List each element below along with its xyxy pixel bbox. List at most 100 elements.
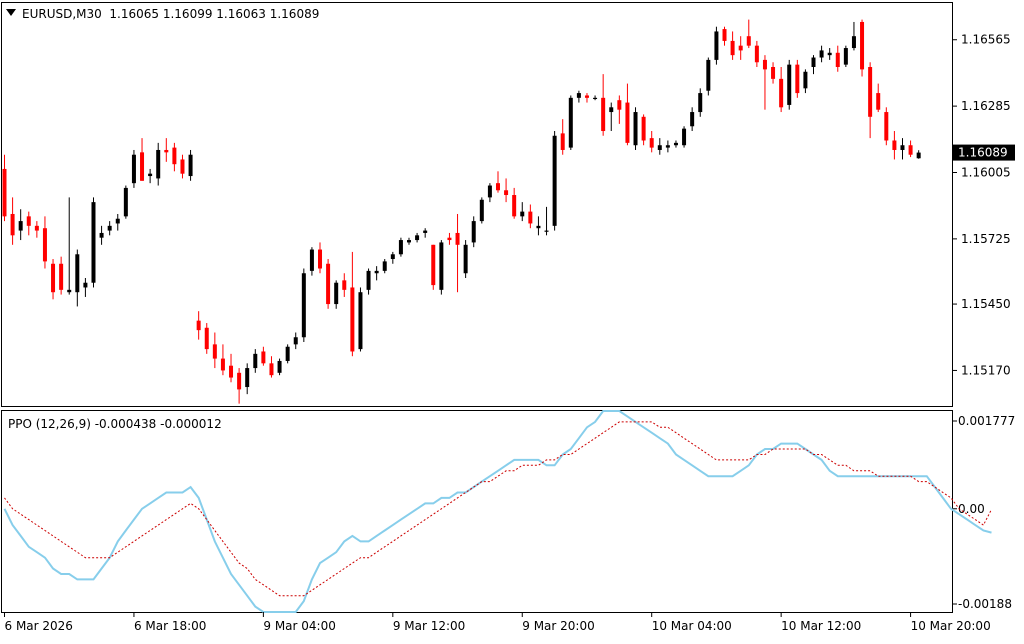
time-tick-label: 10 Mar 12:00	[781, 619, 861, 633]
candle-bull	[487, 185, 492, 198]
candle-bear	[350, 287, 355, 352]
candle-bear	[504, 190, 509, 196]
candle-bear	[762, 59, 767, 70]
candle-bull	[293, 337, 298, 345]
candle-bull	[787, 64, 792, 105]
candle-bull	[107, 225, 112, 231]
candle-bull	[245, 368, 250, 388]
candle-bull	[423, 230, 428, 233]
candle-bull	[827, 52, 832, 56]
indicator-plot-frame[interactable]	[1, 410, 953, 613]
price-tick-label: 1.15170	[961, 363, 1011, 377]
candle-bull	[714, 31, 719, 60]
price-tick-label: 1.16565	[961, 33, 1011, 47]
candle-bear	[512, 195, 517, 217]
candle-bull	[682, 128, 687, 146]
candle-bull	[83, 282, 88, 288]
candle-bear	[884, 112, 889, 141]
candle-bull	[75, 254, 80, 293]
candle-bull	[334, 282, 339, 305]
candle-bear	[10, 213, 15, 236]
candle-bull	[916, 152, 921, 159]
candle-bull	[673, 142, 678, 146]
candle-bull	[382, 261, 387, 271]
candle-bull	[115, 218, 120, 224]
price-tick-label: 1.15450	[961, 297, 1011, 311]
time-tick-label: 10 Mar 20:00	[911, 619, 991, 633]
indicator-lines	[3, 410, 992, 613]
candle-bull	[811, 57, 816, 68]
time-tick-label: 9 Mar 12:00	[393, 619, 466, 633]
indicator-title: PPO (12,26,9) -0.000438 -0.000012	[8, 417, 222, 431]
candle-bear	[342, 280, 347, 290]
indicator-tick-label: -0.00188	[958, 597, 1012, 611]
candle-bear	[892, 140, 897, 150]
candle-bull	[366, 270, 371, 290]
time-tick-label: 9 Mar 20:00	[522, 619, 595, 633]
candle-bear	[795, 64, 800, 94]
candle-bull	[698, 93, 703, 113]
candle-bull	[851, 36, 856, 49]
main-chart-title: EURUSD,M30 1.16065 1.16099 1.16063 1.160…	[22, 7, 319, 21]
candle-bear	[431, 244, 436, 286]
candle-bear	[204, 327, 209, 350]
candle-bull	[309, 249, 314, 271]
dropdown-triangle-icon[interactable]	[6, 9, 16, 16]
candle-bear	[140, 152, 145, 181]
candle-bear	[261, 351, 266, 364]
candle-bear	[779, 78, 784, 108]
candle-bear	[584, 95, 589, 98]
time-tick-label: 9 Mar 04:00	[263, 619, 336, 633]
main-plot-frame[interactable]	[1, 2, 953, 407]
candle-bear	[738, 45, 743, 51]
candle-bull	[593, 97, 598, 100]
indicator-tick-label: 0.00	[958, 502, 985, 516]
candle-bull	[536, 225, 541, 229]
candle-bull	[552, 135, 557, 226]
candle-bull	[301, 273, 306, 338]
candle-bull	[463, 244, 468, 274]
candle-bull	[188, 154, 193, 177]
candle-bear	[560, 133, 565, 150]
candle-bear	[269, 363, 274, 376]
candle-bull	[576, 93, 581, 98]
candle-bull	[520, 211, 525, 217]
candle-bear	[51, 263, 56, 293]
candle-bear	[601, 97, 606, 132]
candle-bull	[374, 270, 379, 274]
current-price-marker: 1.16089	[953, 144, 1015, 161]
candle-bull	[665, 145, 670, 148]
candle-bull	[67, 289, 72, 293]
candle-bull	[398, 240, 403, 255]
candle-bear	[34, 225, 39, 231]
candle-bull	[479, 199, 484, 222]
candle-bear	[180, 159, 185, 174]
candle-bull	[156, 149, 161, 179]
candle-bear	[617, 100, 622, 110]
candle-bear	[172, 147, 177, 165]
candle-bull	[471, 221, 476, 243]
ppo-signal-line	[4, 421, 992, 597]
candle-bull	[900, 145, 905, 150]
candle-bear	[59, 263, 64, 290]
candle-bear	[641, 116, 646, 141]
time-tick-label: 6 Mar 18:00	[134, 619, 207, 633]
candle-bull	[131, 154, 136, 184]
candle-bear	[447, 237, 452, 241]
candle-bull	[277, 360, 282, 373]
candle-bull	[123, 187, 128, 217]
candle-bear	[495, 183, 500, 191]
candle-bull	[358, 292, 363, 350]
candle-bear	[42, 228, 47, 262]
time-tick-label: 6 Mar 2026	[5, 619, 73, 633]
candle-bear	[237, 372, 242, 390]
candle-bull	[253, 353, 258, 369]
price-tick-label: 1.15725	[961, 232, 1011, 246]
candle-bull	[407, 240, 411, 243]
candle-bull	[18, 221, 23, 231]
candle-bull	[285, 346, 290, 361]
candle-bear	[746, 36, 751, 46]
candle-bull	[657, 145, 662, 150]
